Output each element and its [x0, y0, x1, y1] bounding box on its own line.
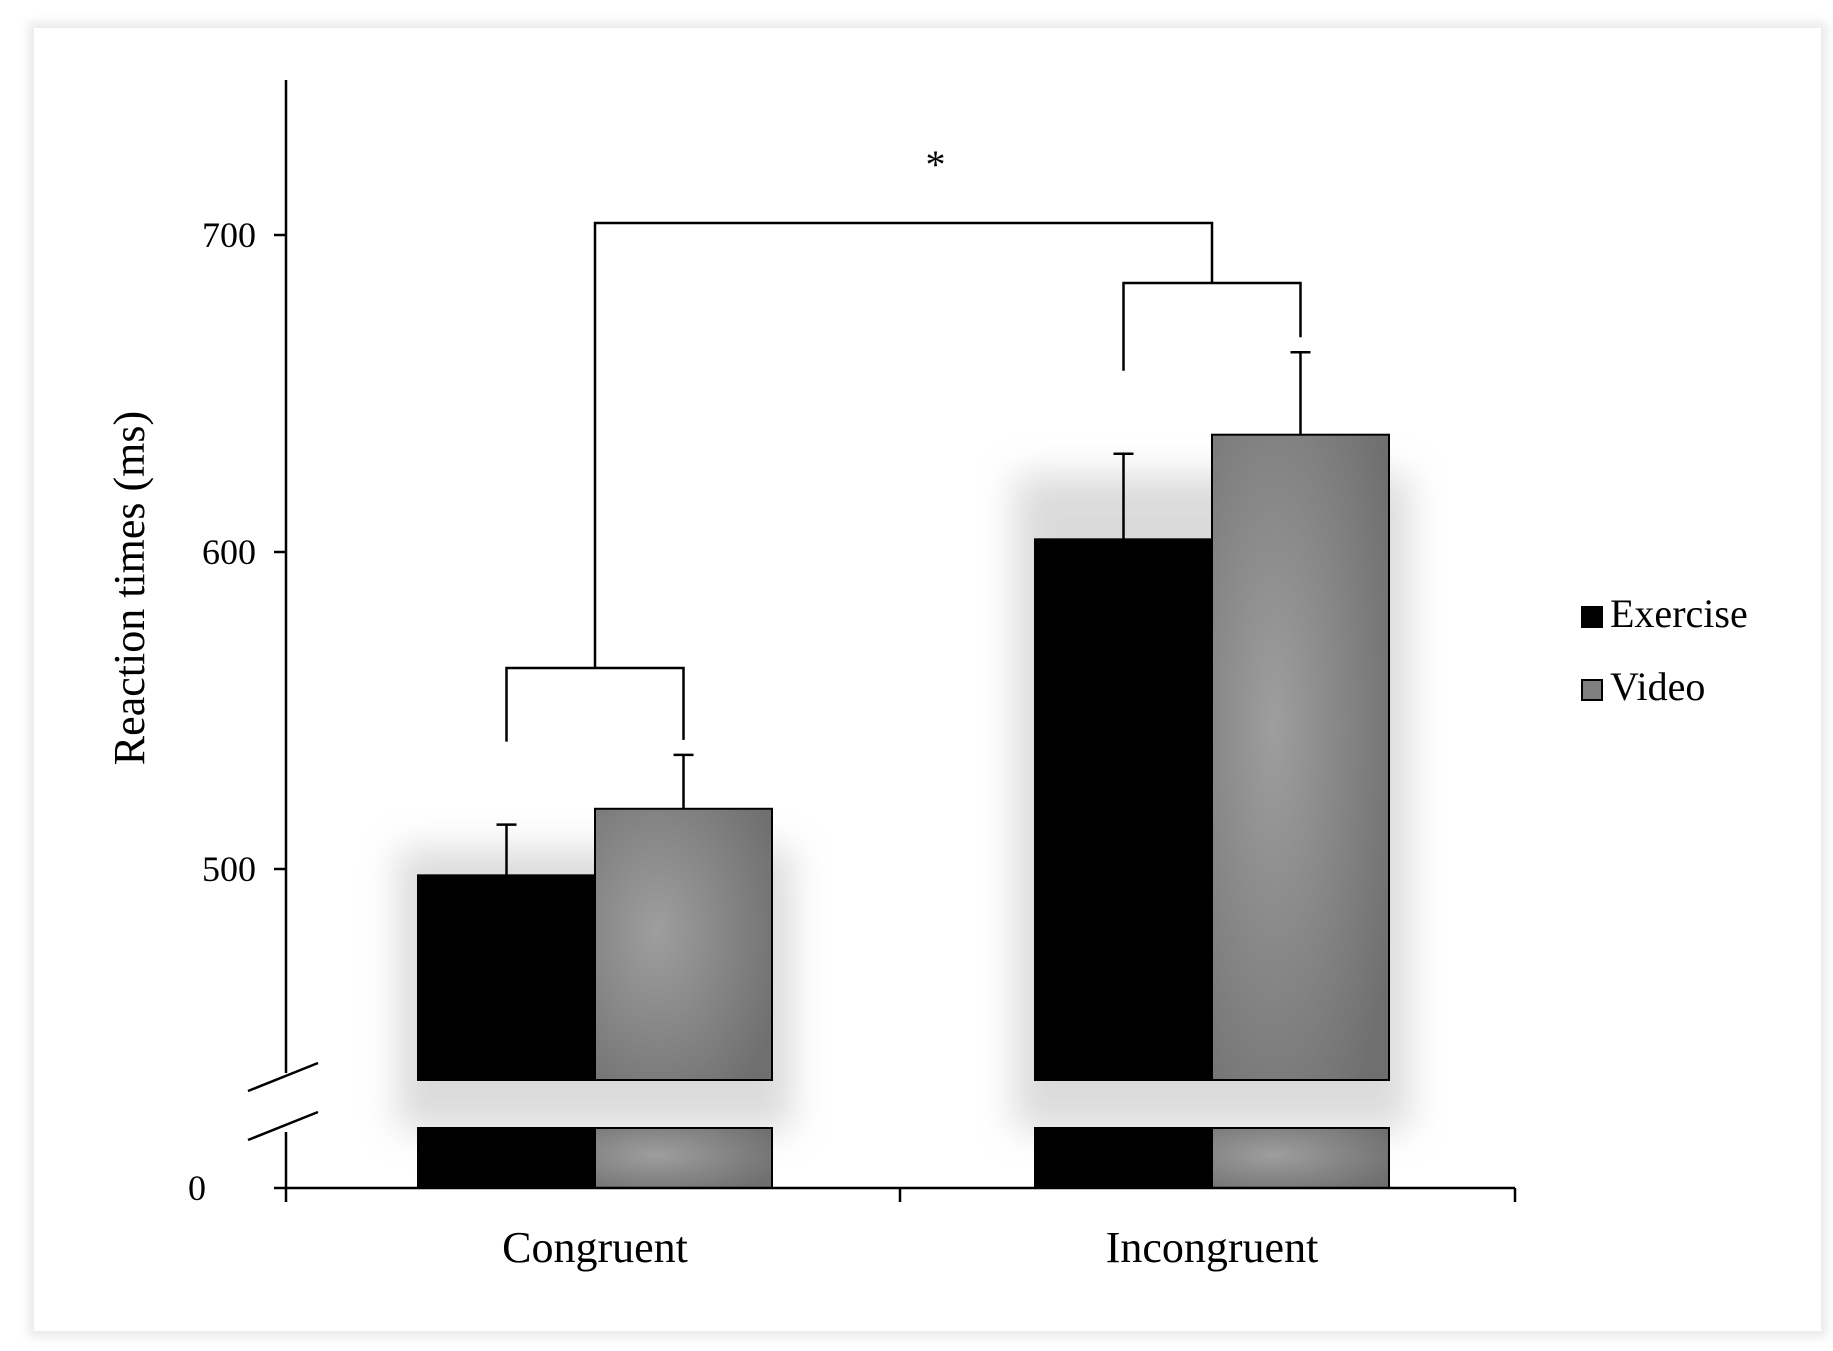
y-axis-label: Reaction times (ms)	[105, 411, 154, 765]
significance-bracket	[593, 221, 1214, 668]
y-tick-label: 0	[188, 1168, 206, 1208]
legend-swatch-video	[1581, 679, 1603, 701]
bar-exercise-congruent-upper	[417, 874, 596, 1082]
x-category-label: Incongruent	[1106, 1223, 1319, 1272]
group-bracket-congruent-line	[505, 666, 685, 742]
group-bracket-congruent	[505, 666, 685, 742]
x-category-label: Congruent	[502, 1223, 688, 1272]
bar-exercise-congruent-lower	[417, 1127, 596, 1189]
bar-exercise-incongruent-upper	[1034, 538, 1213, 1081]
bar-video-congruent-lower	[594, 1127, 773, 1189]
legend-label-exercise: Exercise	[1610, 591, 1748, 636]
legend-label-video: Video	[1610, 664, 1705, 709]
y-tick-label: 500	[202, 849, 256, 889]
group-bracket-incongruent-line	[1122, 281, 1302, 371]
group-bracket-incongruent	[1122, 281, 1302, 371]
figure-card	[34, 28, 1821, 1331]
y-tick-label: 600	[202, 532, 256, 572]
significance-label: *	[926, 142, 946, 187]
bar-exercise-incongruent-lower	[1034, 1127, 1213, 1189]
y-tick-label: 700	[202, 215, 256, 255]
bar-video-congruent-upper	[594, 807, 773, 1082]
bar-video-incongruent-lower	[1211, 1127, 1390, 1189]
bar-video-incongruent-upper	[1211, 433, 1390, 1081]
legend-swatch-exercise	[1581, 606, 1603, 628]
axis-break-mark	[247, 1110, 319, 1142]
axis-break-mark	[247, 1061, 319, 1093]
